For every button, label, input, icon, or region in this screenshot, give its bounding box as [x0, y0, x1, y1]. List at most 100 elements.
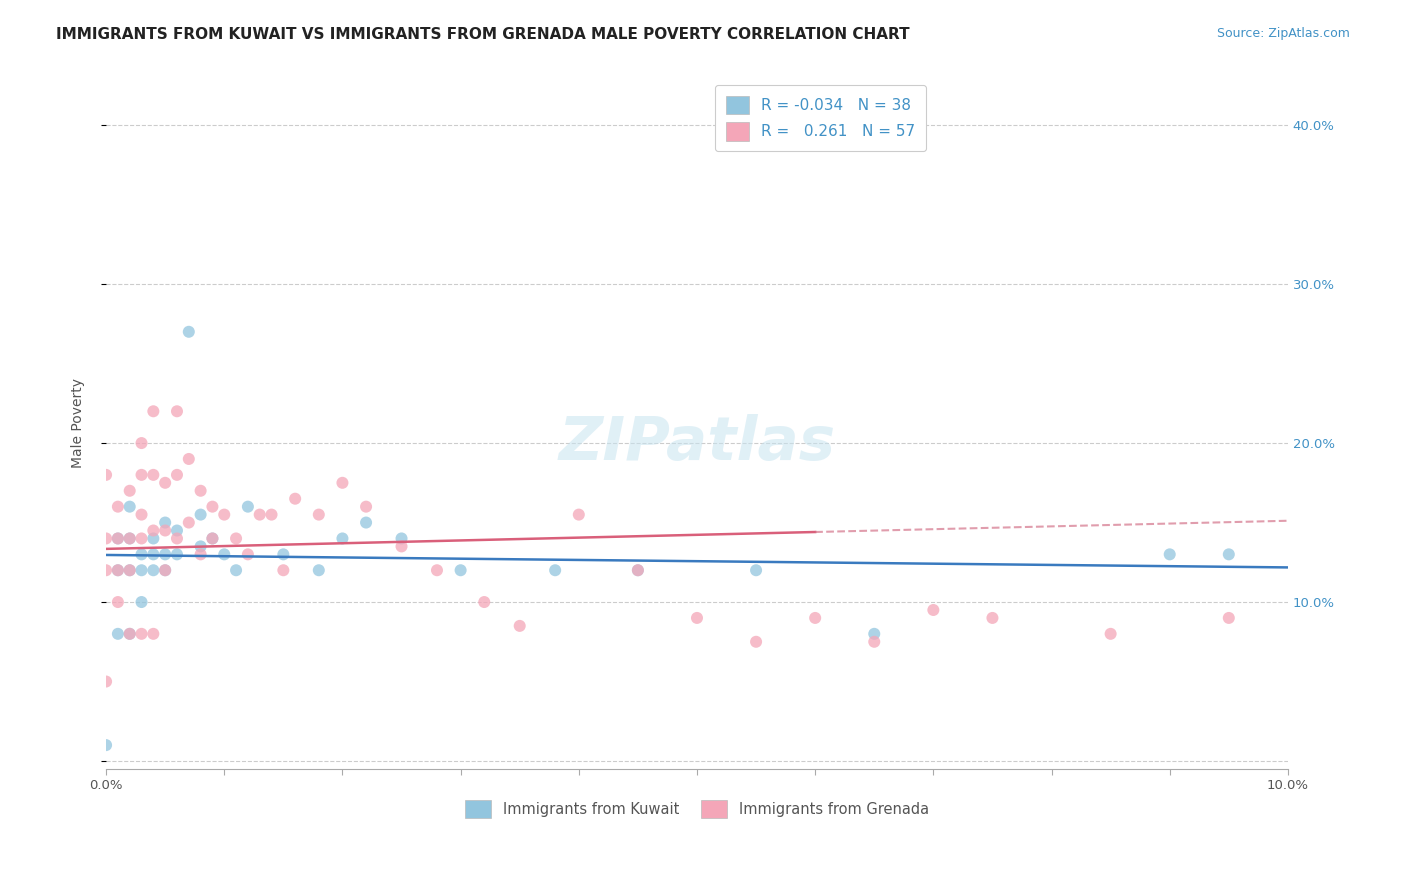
Point — [1218, 547, 1240, 561]
Point — [142, 524, 165, 538]
Point — [354, 516, 377, 530]
Point — [153, 563, 176, 577]
Text: ZIPatlas: ZIPatlas — [558, 415, 835, 474]
Point — [745, 634, 768, 648]
Point — [212, 547, 235, 561]
Point — [94, 563, 117, 577]
Point — [94, 532, 117, 546]
Point — [153, 563, 176, 577]
Point — [118, 563, 141, 577]
Point — [627, 563, 650, 577]
Point — [107, 532, 129, 546]
Point — [509, 619, 531, 633]
Point — [225, 563, 247, 577]
Point — [107, 595, 129, 609]
Point — [284, 491, 307, 506]
Point — [201, 532, 224, 546]
Point — [332, 475, 354, 490]
Point — [118, 500, 141, 514]
Point — [354, 500, 377, 514]
Point — [166, 524, 188, 538]
Point — [153, 547, 176, 561]
Point — [94, 674, 117, 689]
Y-axis label: Male Poverty: Male Poverty — [72, 378, 86, 468]
Point — [131, 627, 153, 641]
Point — [118, 563, 141, 577]
Point — [142, 563, 165, 577]
Point — [236, 500, 259, 514]
Point — [190, 483, 212, 498]
Point — [308, 508, 330, 522]
Point — [118, 532, 141, 546]
Point — [142, 532, 165, 546]
Point — [201, 532, 224, 546]
Point — [107, 563, 129, 577]
Point — [166, 532, 188, 546]
Point — [332, 532, 354, 546]
Point — [201, 500, 224, 514]
Point — [391, 540, 413, 554]
Point — [249, 508, 271, 522]
Point — [118, 627, 141, 641]
Point — [225, 532, 247, 546]
Point — [177, 516, 200, 530]
Legend: Immigrants from Kuwait, Immigrants from Grenada: Immigrants from Kuwait, Immigrants from … — [458, 795, 935, 824]
Point — [94, 738, 117, 752]
Point — [472, 595, 495, 609]
Point — [190, 508, 212, 522]
Point — [94, 467, 117, 482]
Point — [273, 563, 295, 577]
Point — [107, 532, 129, 546]
Point — [153, 524, 176, 538]
Point — [107, 627, 129, 641]
Point — [212, 508, 235, 522]
Point — [142, 467, 165, 482]
Point — [863, 634, 886, 648]
Point — [131, 532, 153, 546]
Point — [166, 404, 188, 418]
Point — [131, 547, 153, 561]
Point — [118, 532, 141, 546]
Point — [544, 563, 567, 577]
Point — [118, 627, 141, 641]
Point — [804, 611, 827, 625]
Point — [131, 467, 153, 482]
Point — [131, 436, 153, 450]
Point — [1099, 627, 1122, 641]
Point — [190, 547, 212, 561]
Point — [391, 532, 413, 546]
Point — [922, 603, 945, 617]
Point — [142, 547, 165, 561]
Point — [177, 452, 200, 467]
Point — [131, 595, 153, 609]
Point — [1159, 547, 1181, 561]
Point — [107, 563, 129, 577]
Point — [981, 611, 1004, 625]
Point — [131, 563, 153, 577]
Point — [166, 467, 188, 482]
Point — [426, 563, 449, 577]
Point — [450, 563, 472, 577]
Text: IMMIGRANTS FROM KUWAIT VS IMMIGRANTS FROM GRENADA MALE POVERTY CORRELATION CHART: IMMIGRANTS FROM KUWAIT VS IMMIGRANTS FRO… — [56, 27, 910, 42]
Point — [142, 627, 165, 641]
Text: Source: ZipAtlas.com: Source: ZipAtlas.com — [1216, 27, 1350, 40]
Point — [863, 627, 886, 641]
Point — [190, 540, 212, 554]
Point — [1218, 611, 1240, 625]
Point — [166, 547, 188, 561]
Point — [153, 475, 176, 490]
Point — [686, 611, 709, 625]
Point — [308, 563, 330, 577]
Point — [131, 508, 153, 522]
Point — [627, 563, 650, 577]
Point — [745, 563, 768, 577]
Point — [177, 325, 200, 339]
Point — [142, 404, 165, 418]
Point — [273, 547, 295, 561]
Point — [107, 500, 129, 514]
Point — [118, 483, 141, 498]
Point — [568, 508, 591, 522]
Point — [236, 547, 259, 561]
Point — [153, 516, 176, 530]
Point — [260, 508, 283, 522]
